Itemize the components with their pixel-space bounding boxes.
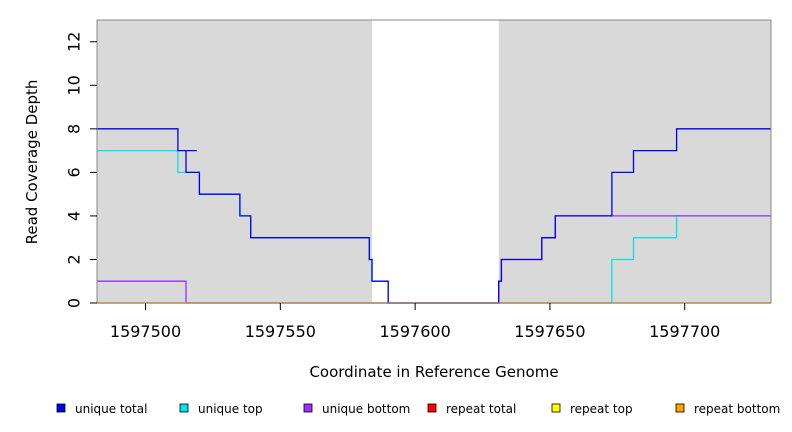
legend-entry-repeat-total: repeat total	[427, 402, 516, 416]
y-tick-label: 8	[65, 124, 84, 134]
legend-entry-unique-bottom: unique bottom	[303, 402, 410, 416]
x-axis-title: Coordinate in Reference Genome	[309, 363, 558, 381]
legend-label: repeat bottom	[694, 402, 780, 416]
x-tick-label: 1597700	[649, 322, 720, 341]
legend-label: unique top	[198, 402, 263, 416]
y-tick-label: 6	[65, 167, 84, 177]
y-tick-label: 0	[65, 298, 84, 308]
legend-swatch	[551, 403, 561, 413]
legend-label: unique bottom	[322, 402, 410, 416]
legend-entry-repeat-bottom: repeat bottom	[675, 402, 780, 416]
legend-entry-unique-total: unique total	[56, 402, 147, 416]
legend-swatch	[675, 403, 685, 413]
y-tick-label: 10	[65, 75, 84, 95]
y-axis: 0 2 4 6 8 10 12	[65, 32, 97, 308]
legend-swatch	[179, 403, 189, 413]
series-line-unique-total	[97, 128, 771, 304]
plot-border	[96, 19, 772, 304]
plot-background	[97, 20, 771, 303]
plot-frame	[96, 19, 772, 304]
x-axis: 1597500 1597550 1597600 1597650 1597700	[110, 303, 720, 341]
y-tick-label: 4	[65, 211, 84, 221]
x-tick-label: 1597550	[245, 322, 316, 341]
shaded-region-2	[498, 20, 771, 303]
shaded-region-1	[97, 20, 372, 303]
y-tick-label: 12	[65, 32, 84, 52]
x-tick-label: 1597500	[110, 322, 181, 341]
legend-swatch	[303, 403, 313, 413]
y-tick-label: 2	[65, 254, 84, 264]
y-axis-title: Read Coverage Depth	[23, 80, 41, 245]
legend-entry-unique-top: unique top	[179, 402, 263, 416]
x-tick-label: 1597600	[379, 322, 450, 341]
legend-label: repeat top	[570, 402, 633, 416]
legend-label: repeat total	[446, 402, 516, 416]
legend-label: unique total	[75, 402, 147, 416]
legend: unique total unique top unique bottom repea…	[56, 402, 780, 416]
legend-swatch	[56, 403, 66, 413]
legend-swatch	[427, 403, 437, 413]
x-tick-label: 1597650	[514, 322, 585, 341]
legend-entry-repeat-top: repeat top	[551, 402, 633, 416]
